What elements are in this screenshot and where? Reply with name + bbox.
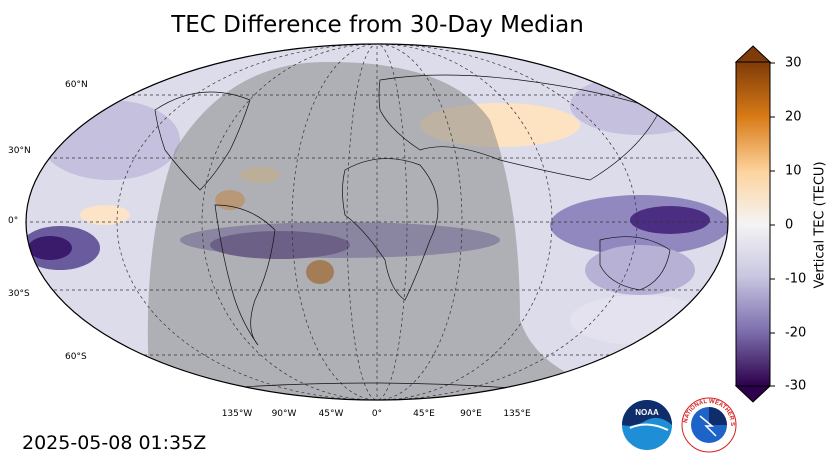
timestamp: 2025-05-08 01:35Z bbox=[22, 432, 207, 454]
lat-label-60n: 60°N bbox=[65, 80, 88, 90]
lon-label-45e: 45°E bbox=[413, 409, 435, 419]
colorbar-tick-0: 0 bbox=[785, 217, 794, 233]
map-field bbox=[26, 44, 728, 400]
nws-logo: NATIONAL WEATHER SERVICE bbox=[680, 396, 737, 453]
colorbar-tick-neg30: -30 bbox=[785, 378, 807, 394]
lon-label-135e: 135°E bbox=[503, 409, 531, 419]
lon-label-90w: 90°W bbox=[271, 409, 297, 419]
lat-label-30n: 30°N bbox=[8, 146, 31, 156]
lat-label-0: 0° bbox=[8, 216, 19, 226]
colorbar bbox=[734, 45, 775, 403]
colorbar-tick-20: 20 bbox=[785, 109, 802, 125]
globe-border bbox=[25, 43, 729, 401]
colorbar-tick-30: 30 bbox=[785, 55, 802, 71]
lon-label-90e: 90°E bbox=[460, 409, 482, 419]
colorbar-tick-10: 10 bbox=[785, 163, 802, 179]
colorbar-tick-neg10: -10 bbox=[785, 271, 807, 287]
noaa-logo: NOAA bbox=[622, 400, 672, 450]
svg-text:NOAA: NOAA bbox=[635, 408, 659, 417]
lat-label-30s: 30°S bbox=[8, 289, 30, 299]
lon-label-135w: 135°W bbox=[221, 409, 253, 419]
lat-label-60s: 60°S bbox=[65, 352, 87, 362]
colorbar-tick-neg20: -20 bbox=[785, 325, 807, 341]
map-title: TEC Difference from 30-Day Median bbox=[171, 12, 584, 38]
colorbar-label: Vertical TEC (TECU) bbox=[812, 161, 828, 289]
lon-label-0: 0° bbox=[371, 409, 383, 419]
lon-label-45w: 45°W bbox=[318, 409, 344, 419]
